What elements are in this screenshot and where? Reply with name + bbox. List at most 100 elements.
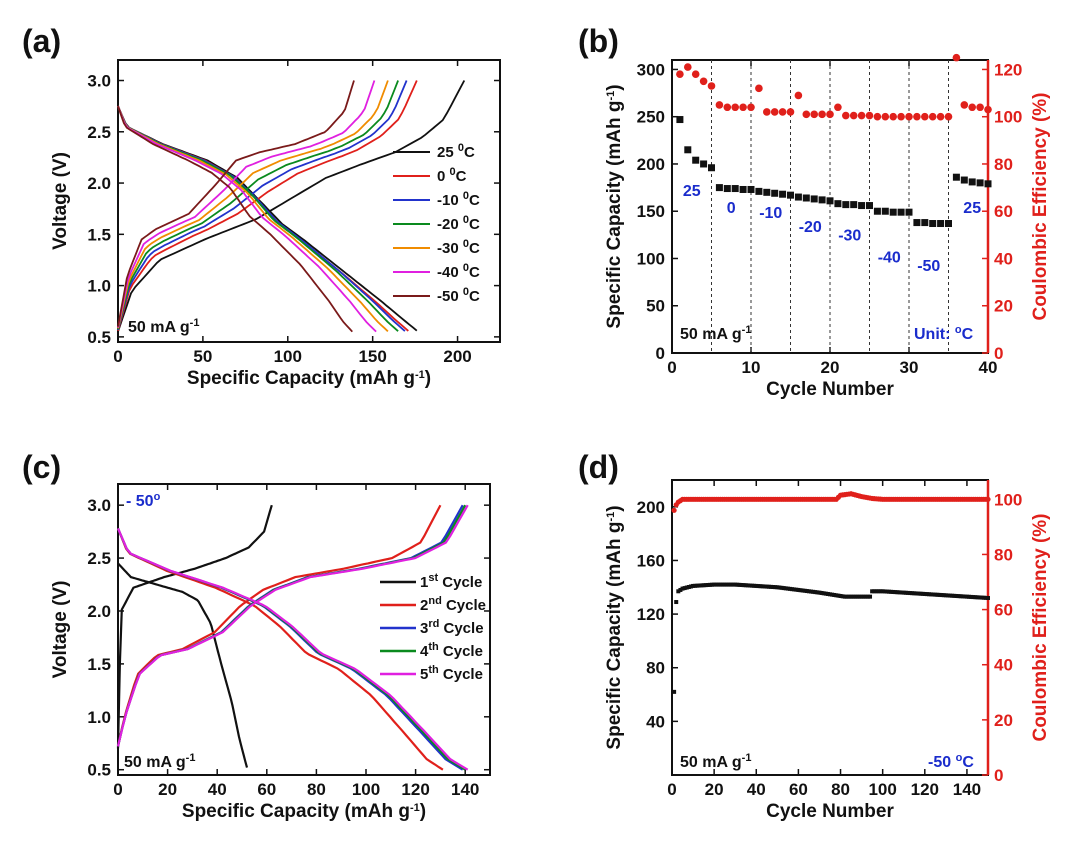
capacity-point — [945, 593, 950, 598]
capacity-point — [821, 591, 826, 596]
y-tick-label-part: 160 — [637, 551, 665, 570]
capacity-point — [726, 582, 731, 587]
y-tick-label-part: 2.0 — [87, 174, 111, 193]
capacity-point — [897, 590, 902, 595]
y2-tick-label: 60 — [994, 202, 1013, 221]
capacity-point — [903, 590, 908, 595]
x-tick-label: 80 — [831, 780, 850, 799]
y-tick-label-part: 300 — [637, 60, 665, 79]
discharge-curve-cycle-5 — [116, 527, 469, 771]
y-axis-label-part: -1 — [605, 91, 617, 101]
capacity-point — [731, 185, 739, 193]
capacity-point — [979, 595, 984, 600]
legend-label-cycle-4: 4th Cycle — [420, 641, 483, 660]
x-tick-label-part: 150 — [358, 347, 386, 366]
capacity-point — [849, 594, 854, 599]
capacity-point — [700, 160, 708, 168]
charge-curve--10 — [117, 80, 408, 331]
capacity-point — [716, 582, 721, 587]
capacity-point — [775, 585, 780, 590]
capacity-point — [777, 585, 782, 590]
x-tick-label-part: 0 — [667, 780, 676, 799]
legend-label--30-part: 0 — [463, 238, 469, 250]
y2-axis-label-part: Coulombic Efficiency (%) — [1030, 92, 1051, 320]
temp-step-label: 25 — [963, 200, 981, 217]
temp-step-label: -30 — [838, 228, 861, 245]
efficiency-point — [747, 103, 755, 112]
y-tick-label: 2.0 — [87, 602, 111, 621]
x-axis-label-part: Cycle Number — [766, 801, 894, 822]
x-tick-label: 120 — [401, 780, 429, 799]
capacity-point — [722, 582, 727, 587]
capacity-point — [964, 594, 969, 599]
capacity-point — [844, 594, 849, 599]
x-tick-label-part: 40 — [747, 780, 766, 799]
panel-label-part: (d) — [578, 449, 619, 485]
y2-tick-label-part: 20 — [994, 711, 1013, 730]
efficiency-point — [707, 82, 716, 90]
y2-tick-label-part: 20 — [994, 297, 1013, 316]
legend-label-0-part: C — [456, 168, 467, 185]
efficiency-point — [671, 507, 677, 513]
capacity-point — [701, 583, 706, 588]
y2-tick-label-part: 40 — [994, 249, 1013, 268]
y-tick-label: 250 — [637, 108, 665, 127]
capacity-point — [834, 593, 839, 598]
charge-curve--40 — [117, 80, 376, 328]
capacity-point — [882, 589, 887, 594]
panel-label-part: (c) — [22, 449, 61, 485]
capacity-point — [800, 588, 805, 593]
y-tick-label: 50 — [646, 297, 665, 316]
capacity-point — [809, 589, 814, 594]
efficiency-point — [723, 103, 732, 112]
capacity-point — [693, 583, 698, 588]
y-tick-label-part: 0.5 — [87, 328, 111, 347]
capacity-point — [958, 594, 963, 599]
efficiency-point — [842, 111, 850, 120]
capacity-point — [889, 589, 894, 594]
legend-label-cycle-3: 3rd Cycle — [420, 618, 484, 637]
unit-note-part: o — [955, 324, 962, 336]
temp-step-label-part: 25 — [963, 200, 981, 217]
efficiency-point — [897, 112, 905, 121]
legend-label--50-part: 0 — [463, 286, 469, 298]
capacity-point — [688, 584, 693, 589]
efficiency-point — [684, 63, 692, 71]
capacity-point — [889, 208, 897, 216]
capacity-point — [699, 583, 704, 588]
capacity-point — [794, 193, 802, 201]
x-tick-label: 20 — [821, 358, 840, 377]
panel-label: (a) — [22, 23, 61, 59]
capacity-point — [806, 589, 811, 594]
legend-label--20-part: 0 — [463, 214, 469, 226]
x-tick-label-part: 40 — [208, 780, 227, 799]
capacity-point — [842, 201, 850, 209]
capacity-point — [857, 594, 862, 599]
legend-label-cycle-5-part: th — [428, 664, 439, 676]
capacity-point — [986, 596, 990, 600]
efficiency-point — [826, 110, 834, 119]
temperature-note-part: -50 — [928, 754, 956, 771]
y2-tick-label: 80 — [994, 545, 1013, 564]
capacity-point — [905, 590, 910, 595]
x-axis-label-part: Cycle Number — [766, 379, 894, 400]
capacity-point — [905, 208, 913, 216]
x-tick-label-part: 0 — [113, 780, 122, 799]
capacity-point — [969, 594, 974, 599]
efficiency-point — [770, 108, 779, 116]
x-tick-label: 60 — [257, 780, 276, 799]
y2-tick-label-part: 100 — [994, 490, 1022, 509]
y-tick-label: 1.0 — [87, 708, 111, 727]
capacity-point — [853, 594, 858, 599]
legend-label-cycle-3-part: 3 — [420, 620, 428, 637]
y-tick-label-part: 250 — [637, 108, 665, 127]
y-axis-label-part: ) — [604, 505, 625, 511]
capacity-point — [927, 592, 932, 597]
charge-curve-0 — [117, 80, 418, 332]
discharge-curve-cycle-4 — [116, 527, 466, 771]
efficiency-point — [810, 110, 818, 119]
y-tick-label: 2.0 — [87, 174, 111, 193]
legend-label-cycle-4-part: Cycle — [439, 643, 483, 660]
legend-label-0-part: 0 — [437, 168, 450, 185]
